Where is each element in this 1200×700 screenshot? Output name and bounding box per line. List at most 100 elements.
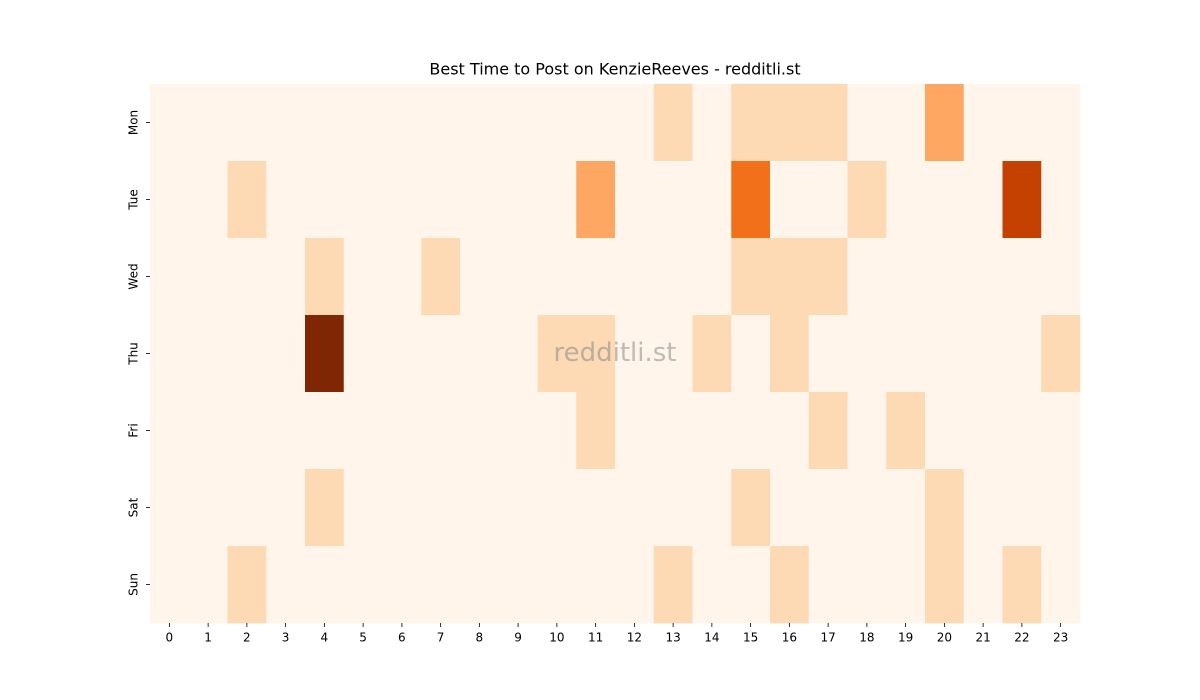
cell <box>150 238 190 316</box>
cell <box>692 84 732 162</box>
cell <box>266 238 306 316</box>
cell <box>770 84 810 162</box>
cell <box>847 315 887 393</box>
cell <box>382 392 422 470</box>
cell <box>421 315 461 393</box>
cell <box>382 161 422 239</box>
cell <box>227 315 267 393</box>
cell <box>692 238 732 316</box>
cell <box>305 238 345 316</box>
cell <box>266 315 306 393</box>
x-tick-label: 0 <box>166 631 174 645</box>
cell <box>576 469 616 547</box>
cell <box>537 469 577 547</box>
cell <box>963 392 1003 470</box>
y-tick-label: Sat <box>127 497 141 517</box>
cell <box>1041 315 1081 393</box>
cell <box>963 546 1003 624</box>
y-tick-label: Wed <box>127 263 141 289</box>
cell <box>770 238 810 316</box>
cell <box>963 238 1003 316</box>
cell <box>808 392 848 470</box>
x-tick-label: 4 <box>321 631 329 645</box>
cell <box>1041 469 1081 547</box>
cell <box>150 315 190 393</box>
cell <box>382 546 422 624</box>
cell <box>770 315 810 393</box>
cell <box>305 469 345 547</box>
cell <box>227 161 267 239</box>
cell <box>731 392 771 470</box>
cell <box>188 392 228 470</box>
cell <box>886 84 926 162</box>
cell <box>1041 392 1081 470</box>
cell <box>925 84 965 162</box>
x-tick-label: 22 <box>1014 631 1029 645</box>
cell <box>150 469 190 547</box>
cell <box>343 84 383 162</box>
y-tick-label: Tue <box>127 189 141 211</box>
x-tick-label: 14 <box>704 631 719 645</box>
x-tick-label: 7 <box>437 631 445 645</box>
cell <box>886 238 926 316</box>
cell <box>615 469 655 547</box>
cell <box>498 546 538 624</box>
cell <box>460 546 500 624</box>
cell <box>925 315 965 393</box>
cell <box>343 546 383 624</box>
y-tick-label: Fri <box>127 423 141 437</box>
watermark: redditli.st <box>554 338 677 368</box>
cell <box>731 546 771 624</box>
cell <box>421 392 461 470</box>
cell <box>537 392 577 470</box>
cell <box>1002 392 1042 470</box>
cell <box>188 161 228 239</box>
cell <box>227 546 267 624</box>
cell <box>1041 546 1081 624</box>
cell <box>498 315 538 393</box>
cell <box>576 315 616 393</box>
cell <box>537 238 577 316</box>
cell <box>266 84 306 162</box>
cell <box>227 469 267 547</box>
x-tick-label: 8 <box>476 631 484 645</box>
cell <box>963 469 1003 547</box>
cell <box>770 392 810 470</box>
cell <box>1002 546 1042 624</box>
cell <box>576 84 616 162</box>
cell <box>653 392 693 470</box>
cell <box>770 161 810 239</box>
cell <box>925 469 965 547</box>
x-tick-label: 11 <box>588 631 603 645</box>
cell <box>615 161 655 239</box>
x-tick-label: 23 <box>1053 631 1068 645</box>
cell <box>421 238 461 316</box>
cell <box>421 469 461 547</box>
cell <box>692 315 732 393</box>
cell <box>925 392 965 470</box>
cell <box>847 238 887 316</box>
cell <box>305 161 345 239</box>
cell <box>731 238 771 316</box>
cell <box>227 392 267 470</box>
cell <box>150 546 190 624</box>
cell <box>266 469 306 547</box>
cell <box>1041 238 1081 316</box>
cell <box>1041 84 1081 162</box>
x-tick-label: 5 <box>359 631 367 645</box>
cell <box>498 238 538 316</box>
cell <box>1041 161 1081 239</box>
cell <box>847 546 887 624</box>
cell <box>576 392 616 470</box>
cell <box>653 84 693 162</box>
cell <box>576 238 616 316</box>
cell <box>498 392 538 470</box>
cell <box>615 238 655 316</box>
cell <box>1002 315 1042 393</box>
cell <box>692 161 732 239</box>
cell <box>847 469 887 547</box>
x-tick-label: 12 <box>627 631 642 645</box>
cell <box>576 161 616 239</box>
cell <box>421 546 461 624</box>
